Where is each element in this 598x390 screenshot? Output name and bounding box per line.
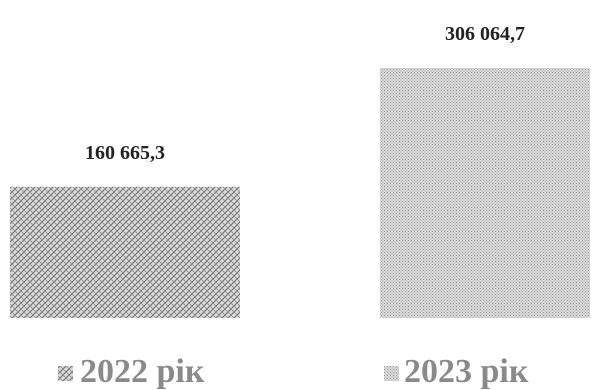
bar-2 <box>380 68 590 318</box>
bars-layer <box>10 68 590 318</box>
legend-label-1: 2022 рік <box>80 353 205 390</box>
bar-1 <box>10 186 240 318</box>
legend-swatch-2 <box>384 366 399 381</box>
data-labels-layer: 160 665,3 306 064,7 <box>85 23 525 164</box>
data-label-2: 306 064,7 <box>445 23 525 45</box>
data-label-1: 160 665,3 <box>85 142 165 164</box>
legend-label-2: 2023 рік <box>404 353 529 390</box>
legend: 2022 рік 2023 рік <box>58 353 529 390</box>
legend-swatch-1 <box>58 366 73 381</box>
